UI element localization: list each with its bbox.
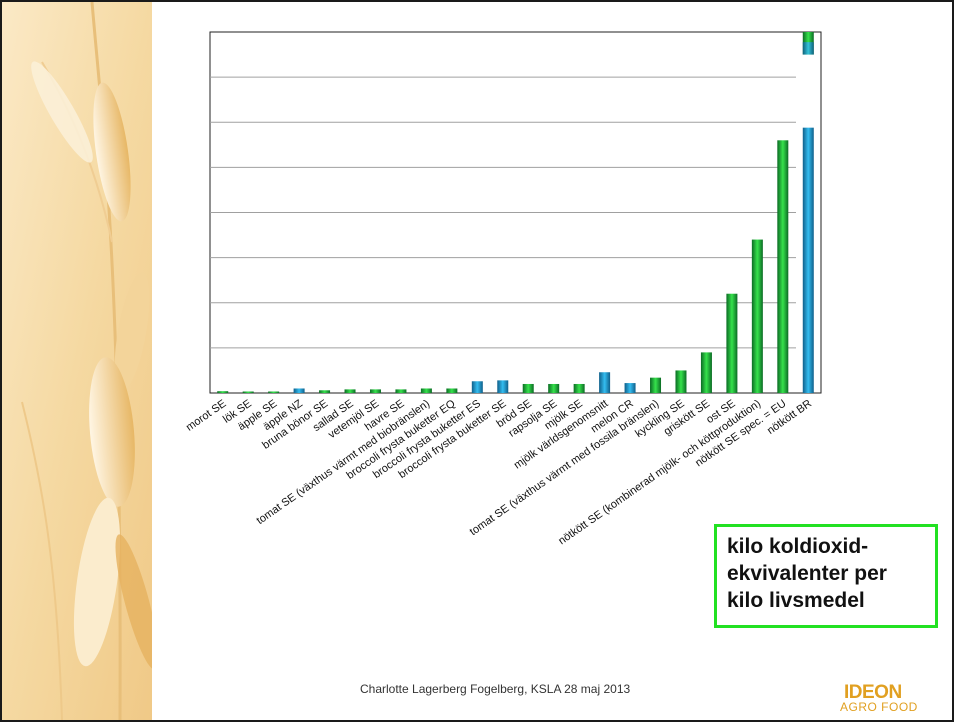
wheat-decoration-image [2, 2, 152, 720]
gridlines [210, 76, 796, 349]
bar [242, 391, 254, 393]
caption-line-1: kilo koldioxid- [727, 535, 869, 558]
bar [217, 391, 229, 393]
bar [802, 127, 814, 393]
bar [675, 370, 687, 393]
footer-text: Charlotte Lagerberg Fogelberg, KSLA 28 m… [360, 682, 631, 696]
bar [751, 239, 763, 393]
bar [624, 383, 636, 393]
bar [319, 390, 331, 393]
logo-wordmark-bottom: AGRO FOOD [840, 700, 918, 714]
bar [369, 389, 381, 393]
bar [548, 383, 560, 393]
bar [650, 377, 662, 393]
bar [777, 140, 789, 393]
bar [726, 293, 738, 393]
bar [268, 391, 280, 393]
bars [217, 32, 814, 393]
bar [471, 381, 483, 393]
bar [497, 380, 509, 393]
bar [446, 388, 458, 393]
caption-line-3: kilo livsmedel [727, 589, 865, 612]
logo-wordmark-top: IDEON [844, 682, 902, 703]
caption-line-2: ekvivalenter per [727, 562, 887, 585]
bar [395, 389, 407, 393]
bar-extra-segment-overlay [802, 42, 814, 55]
bar [573, 383, 585, 393]
unit-caption-box: kilo koldioxid- ekvivalenter per kilo li… [714, 524, 938, 628]
bar [293, 388, 305, 393]
ideon-agro-food-logo: IDEON AGRO FOOD [838, 682, 948, 720]
bar [700, 352, 712, 393]
bar [344, 389, 356, 393]
bar [599, 372, 611, 393]
bar [522, 383, 534, 393]
bar [420, 388, 432, 393]
